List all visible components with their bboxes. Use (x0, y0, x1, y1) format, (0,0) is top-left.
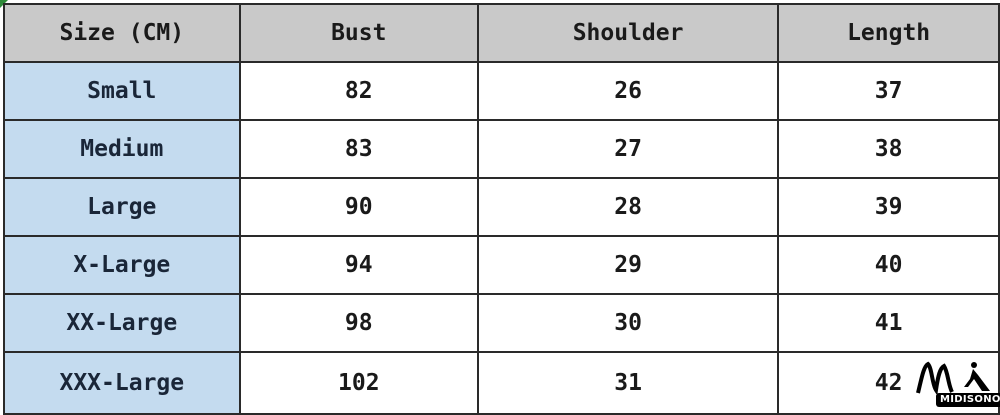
cell-shoulder: 29 (476, 235, 780, 295)
cell-shoulder: 30 (476, 293, 780, 353)
header-row: Size (CM) Bust Shoulder Length (3, 3, 1000, 63)
cell-shoulder: 27 (476, 119, 780, 179)
cell-bust: 82 (238, 61, 479, 121)
table-row: Medium 83 27 38 (3, 119, 1000, 179)
midisono-logo (916, 361, 990, 394)
cell-length: 39 (777, 177, 1000, 237)
table-row: X-Large 94 29 40 (3, 235, 1000, 295)
cell-size: Medium (3, 119, 241, 179)
table-row: XX-Large 98 30 41 (3, 293, 1000, 353)
cell-shoulder: 28 (476, 177, 780, 237)
cell-length: 38 (777, 119, 1000, 179)
table-row: Small 82 26 37 (3, 61, 1000, 121)
logo-text: MIDISONO (936, 393, 1000, 407)
cell-length: 41 (777, 293, 1000, 353)
header-size: Size (CM) (3, 3, 241, 63)
size-chart-table: Size (CM) Bust Shoulder Length Small 82 26… (3, 3, 1000, 415)
cell-shoulder: 26 (476, 61, 780, 121)
cell-bust: 94 (238, 235, 479, 295)
cell-bust: 102 (238, 351, 479, 415)
cell-length: 40 (777, 235, 1000, 295)
cell-bust: 83 (238, 119, 479, 179)
table-row: Large 90 28 39 (3, 177, 1000, 237)
cell-size: Large (3, 177, 241, 237)
cell-bust: 98 (238, 293, 479, 353)
cell-shoulder: 31 (476, 351, 780, 415)
cell-size: XX-Large (3, 293, 241, 353)
table-row: XXX-Large 102 31 42 (3, 351, 1000, 415)
cell-length: 37 (777, 61, 1000, 121)
header-bust: Bust (238, 3, 479, 63)
cell-size: X-Large (3, 235, 241, 295)
header-shoulder: Shoulder (476, 3, 780, 63)
cell-size: Small (3, 61, 241, 121)
cell-bust: 90 (238, 177, 479, 237)
cell-size: XXX-Large (3, 351, 241, 415)
header-length: Length (777, 3, 1000, 63)
